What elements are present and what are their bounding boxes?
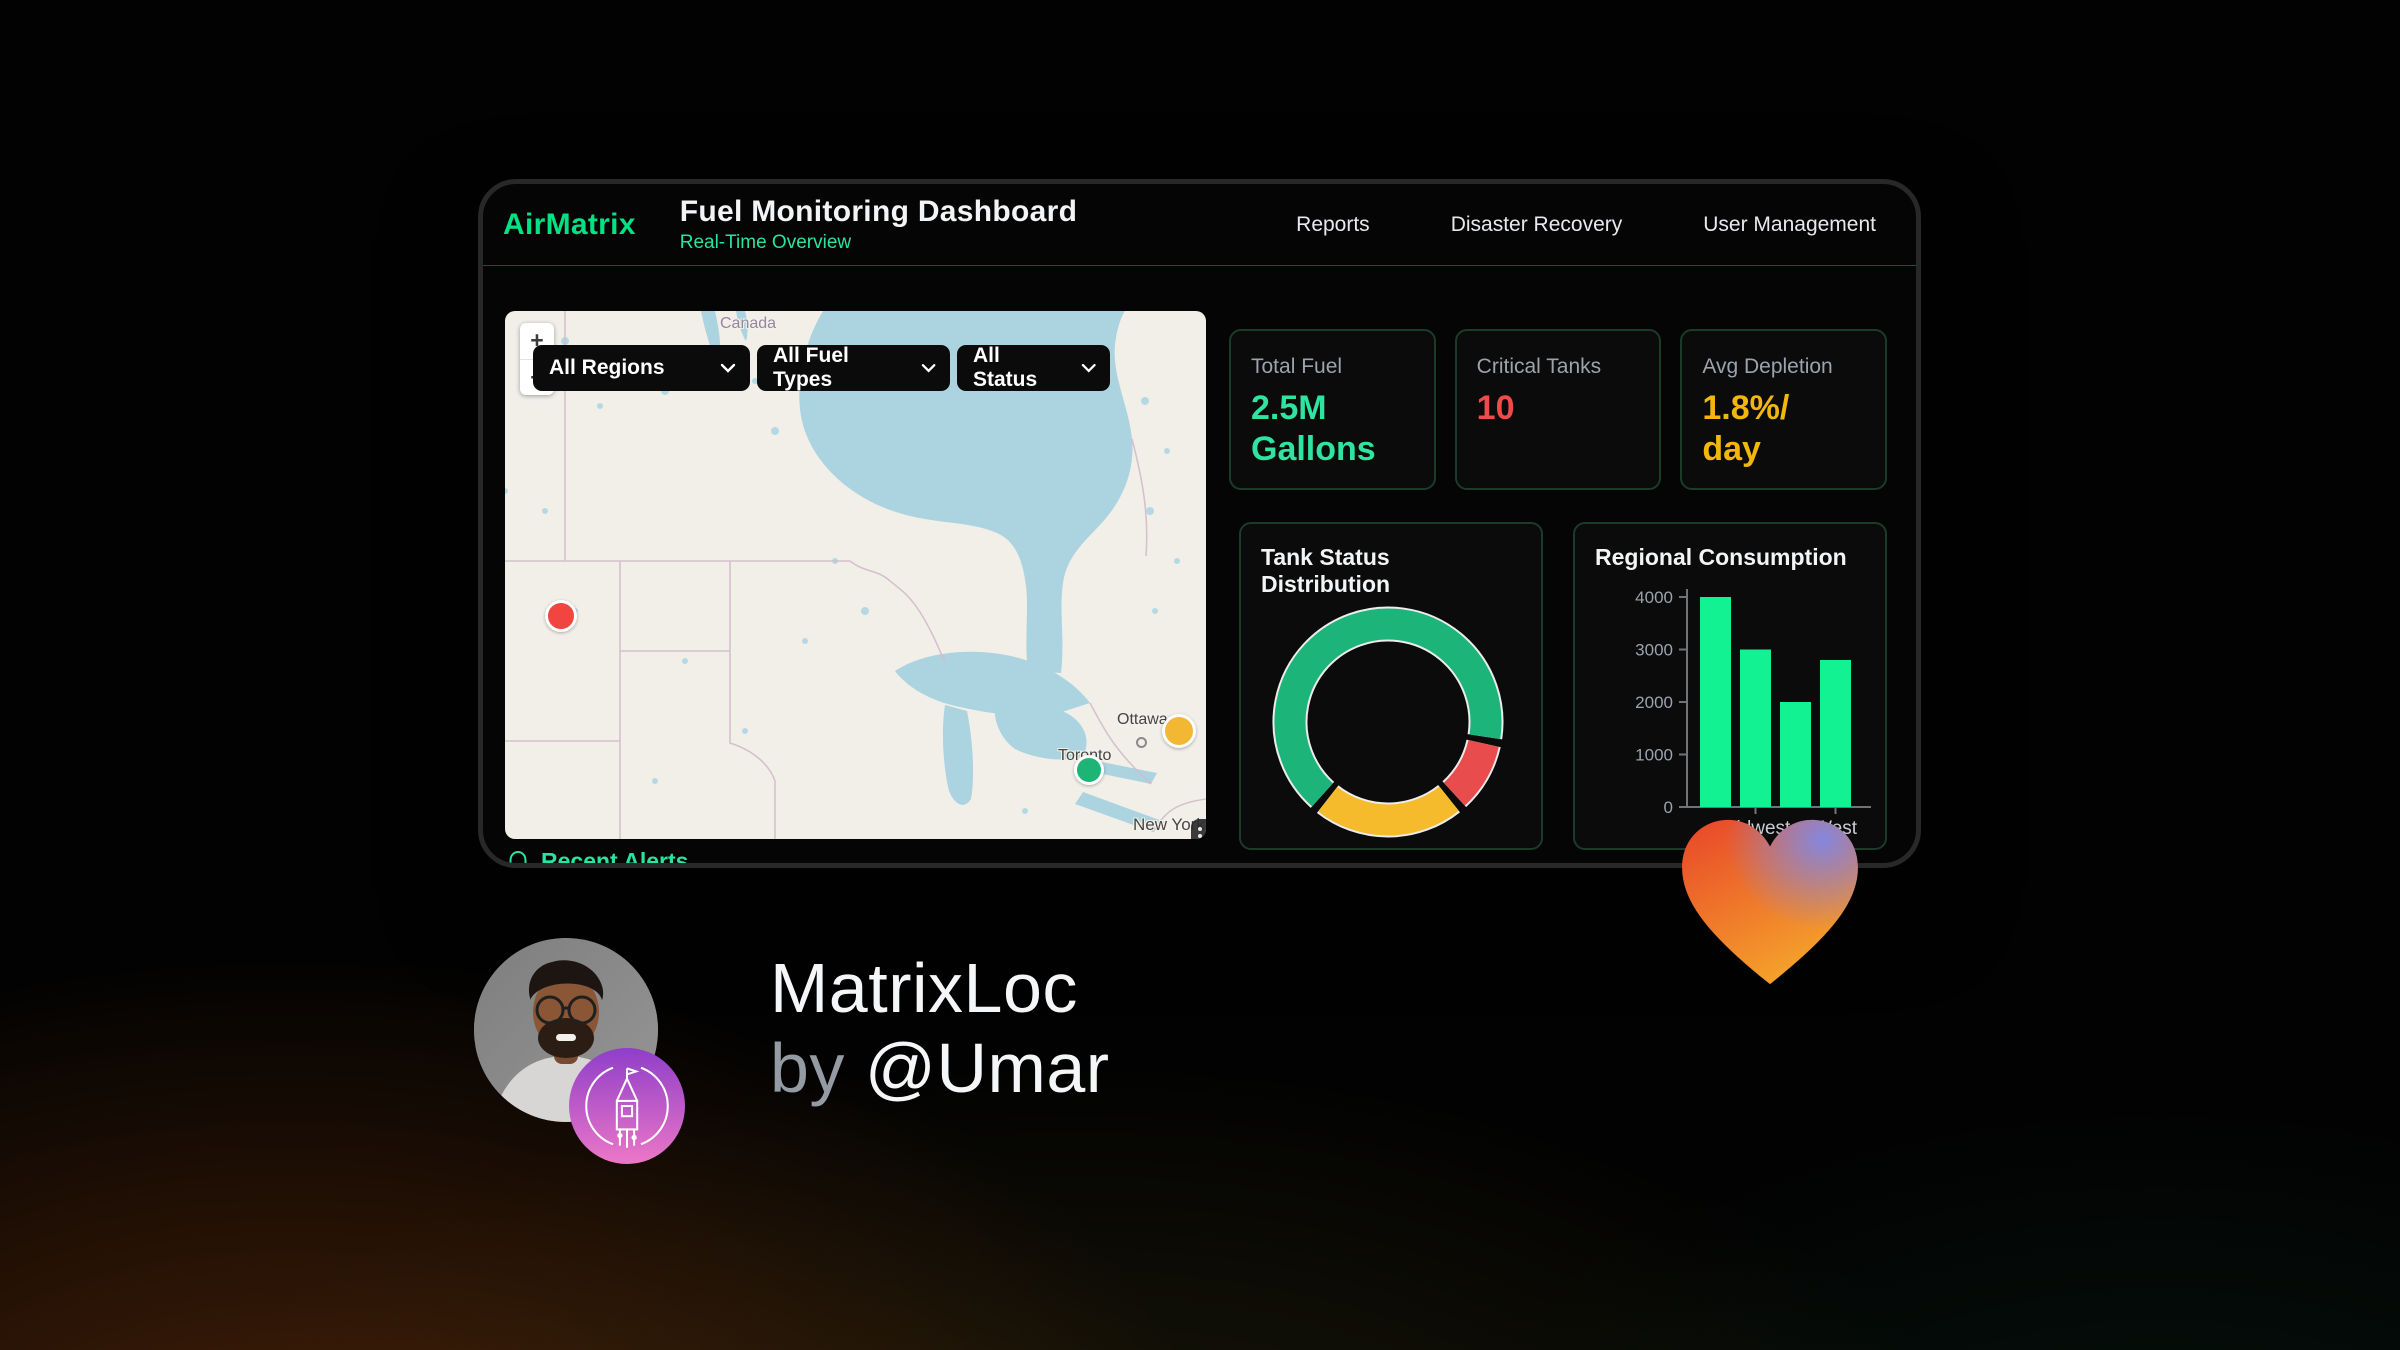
filter-regions-label: All Regions xyxy=(549,356,665,379)
chevron-down-icon xyxy=(720,363,736,373)
drag-handle-icon[interactable] xyxy=(1191,819,1206,839)
project-caption: MatrixLoc by @Umar xyxy=(770,948,1110,1108)
svg-text:2000: 2000 xyxy=(1635,693,1673,712)
title-block: Fuel Monitoring Dashboard Real-Time Over… xyxy=(680,195,1078,254)
stat-value: 1.8%/day xyxy=(1702,389,1790,468)
stat-label: Critical Tanks xyxy=(1476,355,1602,378)
map-label-canada: Canada xyxy=(720,315,777,332)
map-label-new-york: New York xyxy=(1133,815,1205,834)
stat-label: Avg Depletion xyxy=(1702,355,1833,378)
stat-card-critical-tanks: Critical Tanks 10 xyxy=(1454,329,1662,490)
heart-icon xyxy=(1682,819,1858,985)
regional-consumption-chart-card: Regional Consumption 0 1000 2000 3000 4000 Mi… xyxy=(1573,522,1887,850)
byline-prefix: by xyxy=(770,1029,845,1107)
page-subtitle: Real-Time Overview xyxy=(679,232,852,253)
tower-badge xyxy=(569,1048,685,1164)
filter-fuel-types-label: All Fuel Types xyxy=(773,344,849,391)
map-label-ottawa: Ottawa xyxy=(1117,711,1168,728)
donut-chart xyxy=(1272,606,1504,838)
chevron-down-icon xyxy=(1081,363,1096,373)
filter-fuel-types-dropdown[interactable]: All Fuel Types xyxy=(757,344,950,391)
bell-icon xyxy=(509,850,527,863)
svg-text:1000: 1000 xyxy=(1635,746,1673,765)
project-title: MatrixLoc xyxy=(770,949,1078,1027)
chart-title: Regional Consumption xyxy=(1595,544,1847,570)
bar-chart: 01000200030004000MidwestWest xyxy=(1635,588,1871,839)
nav-item-disaster-recovery[interactable]: Disaster Recovery xyxy=(1450,212,1623,236)
recent-alerts-title: Recent Alerts xyxy=(541,848,689,868)
stat-value: 10 xyxy=(1476,389,1515,427)
byline-handle: @Umar xyxy=(864,1029,1110,1107)
stat-card-total-fuel: Total Fuel 2.5M Gallons xyxy=(1229,329,1436,490)
dashboard-window: AirMatrix Fuel Monitoring Dashboard Real… xyxy=(478,179,1921,868)
brand-logo: AirMatrix xyxy=(503,207,636,241)
filter-status-label: All Status xyxy=(973,344,1038,391)
chevron-down-icon xyxy=(921,364,936,373)
filter-regions-dropdown[interactable]: All Regions xyxy=(533,345,750,391)
tower-badge-art xyxy=(569,1048,685,1164)
map-artwork xyxy=(505,311,1206,839)
tank-marker-critical[interactable] xyxy=(545,600,577,632)
tank-status-chart-card: Tank Status Distribution xyxy=(1239,522,1543,850)
map-canvas[interactable]: + − All Regions All Fuel Types All Statu… xyxy=(505,311,1206,839)
recent-alerts-header: Recent Alerts xyxy=(505,848,689,868)
top-nav: Reports Disaster Recovery User Managemen… xyxy=(1296,213,1876,237)
svg-text:4000: 4000 xyxy=(1635,588,1673,607)
ottawa-town-dot xyxy=(1136,737,1147,748)
nav-item-reports[interactable]: Reports xyxy=(1296,212,1370,236)
svg-text:0: 0 xyxy=(1664,798,1673,817)
filter-status-dropdown[interactable]: All Status xyxy=(957,344,1110,391)
chart-title: Tank Status Distribution xyxy=(1261,544,1391,597)
tank-marker-normal[interactable] xyxy=(1074,755,1104,785)
project-byline: by @Umar xyxy=(770,1028,1110,1108)
stat-card-avg-depletion: Avg Depletion 1.8%/day xyxy=(1680,329,1888,490)
nav-item-user-management[interactable]: User Management xyxy=(1703,212,1876,236)
stat-label: Total Fuel xyxy=(1251,355,1343,378)
tank-marker-warning[interactable] xyxy=(1162,714,1196,748)
svg-text:3000: 3000 xyxy=(1635,641,1673,660)
page-title: Fuel Monitoring Dashboard xyxy=(679,195,1078,228)
stat-card-row: Total Fuel 2.5M Gallons Critical Tanks 10… xyxy=(1229,329,1888,490)
header-bar: AirMatrix Fuel Monitoring Dashboard Real… xyxy=(483,184,1916,266)
map-filter-bar: All Regions All Fuel Types All Status xyxy=(533,344,1110,391)
stat-value: 2.5M Gallons xyxy=(1251,389,1376,468)
